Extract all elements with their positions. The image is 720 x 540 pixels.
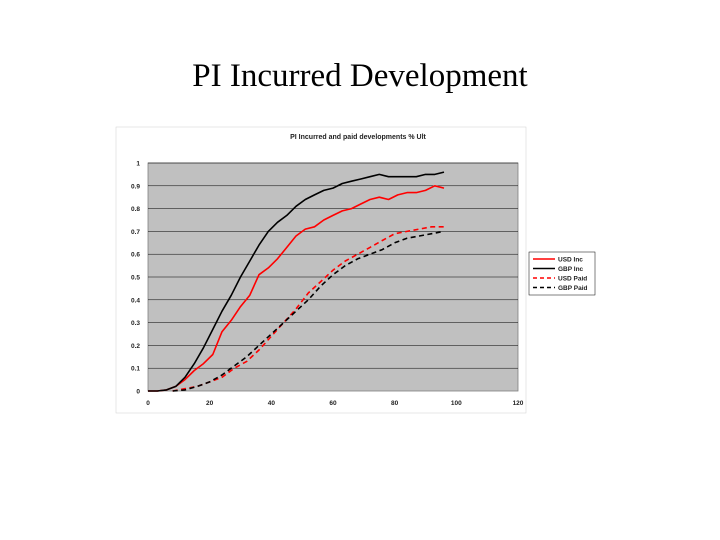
x-tick-label: 20 (206, 400, 214, 407)
y-tick-label: 0.9 (131, 183, 140, 190)
x-tick-label: 100 (451, 400, 462, 407)
y-tick-label: 0.3 (131, 320, 140, 327)
x-tick-label: 80 (391, 400, 399, 407)
y-tick-label: 0.4 (131, 297, 140, 304)
legend-label: GBP Paid (558, 285, 588, 292)
y-tick-label: 0.6 (131, 252, 140, 259)
y-tick-label: 0.1 (131, 366, 140, 373)
y-tick-label: 0.8 (131, 206, 140, 213)
y-tick-label: 0.2 (131, 343, 140, 350)
series-line-1 (148, 185, 445, 392)
y-tick-label: 1 (136, 161, 140, 168)
chart-title: PI Incurred and paid developments % Ult (290, 134, 426, 141)
slide-title: PI Incurred Development (192, 58, 528, 94)
x-tick-label: 60 (329, 400, 337, 407)
y-tick-label: 0 (136, 389, 140, 396)
x-tick-label: 0 (146, 400, 150, 407)
x-tick-label: 120 (513, 400, 524, 407)
legend-label: USD Paid (558, 275, 587, 282)
series-line-3 (172, 226, 444, 392)
y-tick-label: 0.5 (131, 275, 140, 282)
x-tick-label: 40 (268, 400, 276, 407)
y-tick-label: 0.7 (131, 229, 140, 236)
series-line-2 (148, 171, 445, 392)
legend-label: USD Inc (558, 256, 583, 263)
series-line-4 (172, 230, 445, 392)
legend-label: GBP Inc (558, 266, 584, 273)
